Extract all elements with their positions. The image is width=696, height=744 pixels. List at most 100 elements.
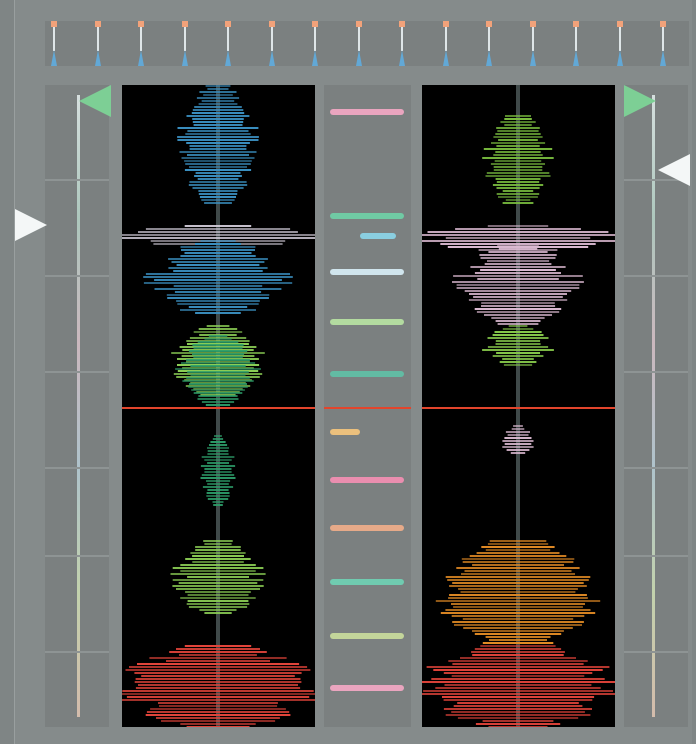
level-meter [269,21,275,66]
right-track-overview[interactable] [624,85,688,727]
green-cue-triangle-icon[interactable] [79,85,111,117]
waveform-band [192,118,244,120]
waveform-band [207,483,229,485]
left-waveform-panel[interactable] [122,85,315,727]
overview-divider [45,467,109,469]
overview-divider [624,555,688,557]
cue-point-marker[interactable] [330,685,404,691]
waveform-band [453,606,583,608]
overview-divider [45,651,109,653]
left-waveform [122,85,315,727]
cue-point-marker[interactable] [330,579,404,585]
level-meter [617,21,623,66]
level-meter [312,21,318,66]
waveform-band [495,151,540,153]
waveform-band [422,240,615,242]
waveform-band [206,495,229,497]
waveform-band [191,389,245,391]
right-waveform-panel[interactable] [422,85,615,727]
waveform-band [506,431,530,433]
waveform-band [455,228,581,230]
waveform-band [177,264,260,266]
waveform-band [201,465,235,467]
waveform-band [206,85,231,87]
cue-point-marker[interactable] [330,633,404,639]
cue-point-marker[interactable] [330,525,404,531]
waveform-band [156,717,280,719]
waveform-band [169,651,267,653]
waveform-band [185,645,251,647]
waveform-band [470,266,565,268]
cue-point-marker[interactable] [330,477,404,483]
cue-point-marker[interactable] [330,371,404,377]
waveform-band [496,145,539,147]
meter-stem [358,27,360,51]
waveform-band [176,300,260,302]
waveform-band [176,588,260,590]
green-cue-triangle-icon[interactable] [624,85,656,117]
meter-base [399,50,405,66]
waveform-band [185,225,252,227]
waveform-band [141,675,295,677]
waveform-band [168,258,268,260]
cue-point-marker[interactable] [330,319,404,325]
waveform-band [187,130,248,132]
waveform-band [483,720,554,722]
waveform-band [487,172,550,174]
waveform-band [496,352,540,354]
waveform-band [482,349,554,351]
waveform-band [134,672,301,674]
waveform-band [195,312,241,314]
cue-point-marker[interactable] [330,109,404,115]
waveform-band [422,234,615,236]
meter-base [660,50,666,66]
waveform-band [448,660,587,662]
waveform-band [175,368,261,370]
waveform-band [494,166,543,168]
waveform-band [136,678,301,680]
waveform-band [487,260,549,262]
waveform-band [199,91,236,93]
waveform-band [502,358,534,360]
cue-point-marker[interactable] [330,269,404,275]
waveform-band [509,325,528,327]
cue-point-marker[interactable] [330,213,404,219]
waveform-band [446,576,591,578]
waveform-band [195,546,241,548]
left-track-overview[interactable] [45,85,109,727]
waveform-band [453,275,583,277]
waveform-band [190,148,247,150]
waveform-band [454,624,582,626]
waveform-band [440,243,595,245]
meter-stem [445,27,447,51]
waveform-band [143,276,293,278]
meter-stem [140,27,142,51]
waveform-band [189,166,247,168]
waveform-band [503,190,534,192]
waveform-band [436,600,600,602]
white-position-triangle-icon[interactable] [658,154,690,186]
waveform-band [167,294,269,296]
waveform-band [207,447,229,449]
waveform-band [204,471,231,473]
cue-marker-column[interactable] [324,85,411,727]
waveform-band [495,331,542,333]
waveform-band [189,350,247,352]
waveform-band [497,181,539,183]
waveform-band [193,187,244,189]
waveform-band [475,308,562,310]
waveform-band [193,121,243,123]
waveform-band [127,696,309,698]
cue-point-marker[interactable] [360,233,396,239]
waveform-band [173,567,264,569]
waveform-band [190,552,245,554]
white-position-triangle-icon[interactable] [15,209,47,241]
waveform-band [503,328,534,330]
waveform-band [187,603,250,605]
waveform-band [146,273,290,275]
waveform-band [176,648,260,650]
meter-stem [314,27,316,51]
cue-point-marker[interactable] [330,429,360,435]
waveform-band [166,660,270,662]
waveform-band [194,331,243,333]
